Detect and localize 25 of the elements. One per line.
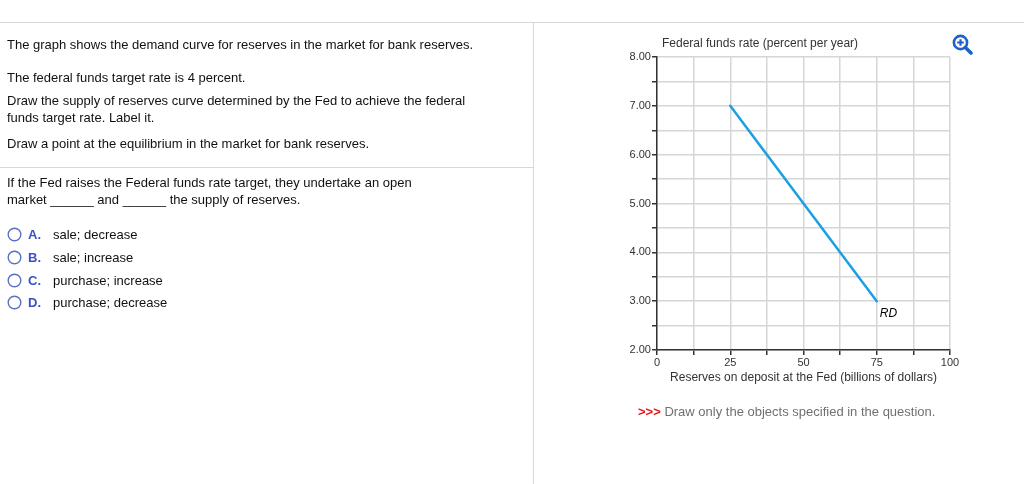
- text: Draw the supply of reserves curve determined by the Fed to achieve the federal funds target rate. Label it.: [7, 92, 467, 126]
- text: B. sale; increase: [28, 249, 134, 266]
- x-tick-label: 75: [870, 355, 883, 368]
- text: A. sale; decrease: [28, 226, 138, 243]
- series-label: RD: [879, 305, 898, 320]
- y-tick-label: 8.00: [629, 50, 651, 63]
- x-tick-label: 25: [724, 355, 737, 368]
- text: C. purchase; increase: [28, 272, 163, 289]
- x-tick-label: 50: [797, 355, 810, 368]
- y-tick-label: 5.00: [629, 196, 651, 209]
- y-axis-title: Federal funds rate (percent per year): [662, 36, 859, 51]
- y-tick-label: 6.00: [629, 147, 651, 160]
- y-tick-label: 7.00: [629, 98, 651, 111]
- text: Draw a point at the equilibrium in the market for bank reserves.: [7, 135, 370, 152]
- y-tick-label: 2.00: [629, 343, 651, 356]
- text: The federal funds target rate is 4 percent.: [7, 69, 247, 86]
- x-tick-label: 0: [653, 355, 661, 368]
- x-axis-title: Reserves on deposit at the Fed (billions of dollars): [670, 370, 937, 385]
- text: D. purchase; decrease: [28, 294, 168, 311]
- text: If the Fed raises the Federal funds rate target, they undertake an open market ______ and ______ the supply of reserves.: [7, 174, 413, 208]
- x-tick-label: 100: [940, 355, 960, 368]
- text: The graph shows the demand curve for reserves in the market for bank reserves.: [7, 36, 475, 53]
- y-tick-label: 4.00: [629, 245, 651, 258]
- y-tick-label: 3.00: [629, 294, 651, 307]
- text: >>> Draw only the objects specified in the question.: [638, 403, 936, 420]
